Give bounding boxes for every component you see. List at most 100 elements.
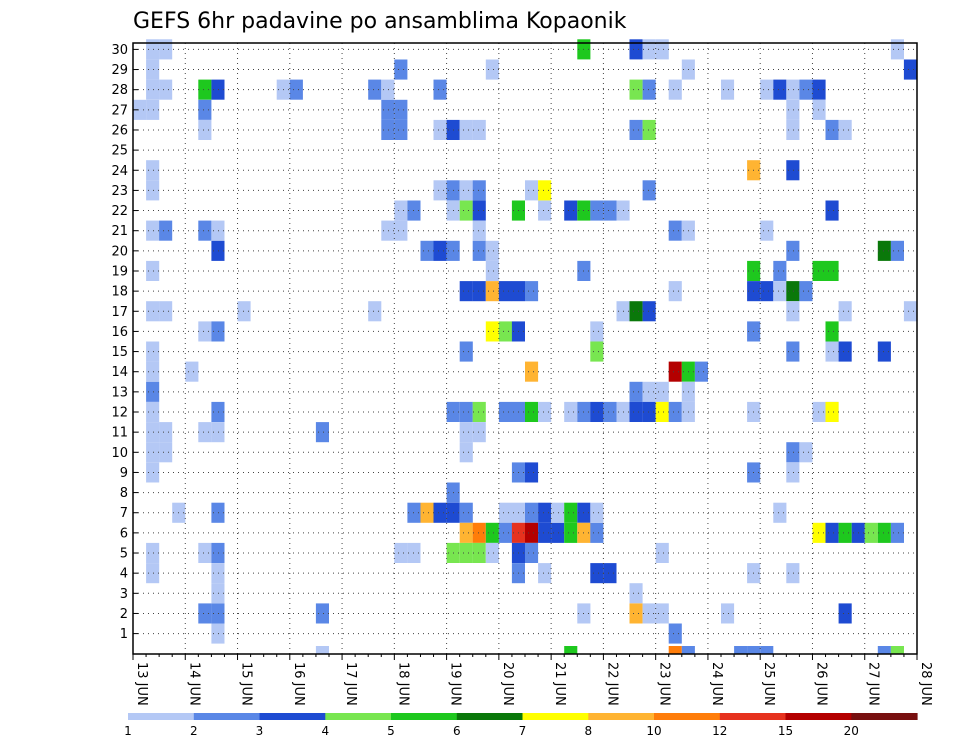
heatmap-cell [773, 502, 787, 523]
heatmap-cell [472, 522, 486, 543]
heatmap-cell [525, 401, 539, 422]
heatmap-cell [812, 260, 826, 281]
heatmap-cell [472, 180, 486, 201]
heatmap-cell [211, 502, 225, 523]
heatmap-cell [786, 442, 800, 463]
y-tick-label: 29 [111, 63, 128, 78]
heatmap-cell [459, 422, 473, 443]
grid-lines [133, 43, 917, 654]
heatmap-cell [472, 200, 486, 221]
y-tick-label: 28 [111, 83, 128, 98]
y-tick-label: 1 [120, 627, 128, 642]
heatmap-cell [890, 522, 904, 543]
colorbar-segment [522, 713, 589, 720]
heatmap-cell [786, 281, 800, 302]
heatmap-cell [668, 79, 682, 100]
colorbar-segment [851, 713, 918, 720]
heatmap-cell [629, 301, 643, 322]
heatmap-cell [629, 583, 643, 604]
heatmap-cell [185, 361, 199, 382]
heatmap-cell [472, 542, 486, 563]
colorbar-segment [654, 713, 721, 720]
colorbar-segment [588, 713, 655, 720]
y-tick-label: 4 [120, 567, 128, 582]
heatmap-cell [146, 220, 160, 241]
heatmap-cell [146, 361, 160, 382]
colorbar-label: 10 [646, 724, 661, 738]
heatmap-cell [211, 422, 225, 443]
y-tick-label: 9 [120, 466, 128, 481]
y-tick-label: 21 [111, 224, 128, 239]
heatmap-cell [459, 180, 473, 201]
heatmap-cell [198, 422, 212, 443]
heatmap-cell [786, 301, 800, 322]
heatmap-cell [655, 39, 669, 60]
heatmap-cell [498, 321, 512, 342]
heatmap-cell [538, 502, 552, 523]
heatmap-cell [590, 563, 604, 584]
heatmap-cell [146, 563, 160, 584]
heatmap-cell [198, 79, 212, 100]
heatmap-cell [786, 563, 800, 584]
colorbar-segment [785, 713, 852, 720]
heatmap-cell [773, 281, 787, 302]
heatmap-cell [198, 542, 212, 563]
heatmap-cell [825, 200, 839, 221]
heatmap-cell [211, 240, 225, 261]
heatmap-cell [564, 502, 578, 523]
x-tick-label: 22 JUN [604, 662, 619, 706]
heatmap-cell [368, 79, 382, 100]
y-tick-label: 10 [111, 446, 128, 461]
heatmap-cell [394, 119, 408, 140]
heatmap-cell [420, 502, 434, 523]
heatmap-cell [198, 220, 212, 241]
x-tick-label: 23 JUN [657, 662, 672, 706]
heatmap-cell [525, 361, 539, 382]
heatmap-cell [551, 502, 565, 523]
heatmap-cell [211, 321, 225, 342]
heatmap-cell [525, 502, 539, 523]
heatmap-cell [485, 542, 499, 563]
x-tick-label: 13 JUN [134, 662, 149, 706]
heatmap-cell [211, 623, 225, 644]
heatmap-cell [590, 502, 604, 523]
y-tick-label: 22 [111, 204, 128, 219]
heatmap-cell [760, 646, 774, 654]
heatmap-cell [459, 341, 473, 362]
y-tick-label: 11 [111, 426, 128, 441]
heatmap-cell [838, 522, 852, 543]
heatmap-cell [146, 99, 160, 120]
heatmap-cell [825, 341, 839, 362]
heatmap-cell [825, 522, 839, 543]
x-tick-label: 25 JUN [761, 662, 776, 706]
heatmap-cell [590, 522, 604, 543]
heatmap-cell [786, 119, 800, 140]
heatmap-cell [485, 240, 499, 261]
heatmap-cell [315, 422, 329, 443]
y-tick-label: 24 [111, 164, 128, 179]
x-tick-label: 14 JUN [186, 662, 201, 706]
colorbar-label: 5 [387, 724, 395, 738]
heatmap-cell [159, 39, 173, 60]
heatmap-cell [655, 542, 669, 563]
colorbar-label: 6 [453, 724, 461, 738]
colorbar-label: 1 [124, 724, 132, 738]
colorbar-segment [128, 713, 195, 720]
heatmap-cell [368, 301, 382, 322]
y-tick-label: 7 [120, 506, 128, 521]
heatmap-cell [877, 240, 891, 261]
heatmap-cell [433, 79, 447, 100]
heatmap-cell [146, 462, 160, 483]
heatmap-cell [877, 341, 891, 362]
heatmap-cell [433, 119, 447, 140]
x-axis-ticks: 13 JUN 14 JUN 15 JUN 16 JUN 17 JUN 18 JUN 19 J… [132, 654, 933, 706]
y-tick-label: 5 [120, 547, 128, 562]
heatmap-cell [459, 442, 473, 463]
heatmap-cell [629, 603, 643, 624]
heatmap-cell [146, 401, 160, 422]
heatmap-cell [812, 522, 826, 543]
heatmap-cell [603, 401, 617, 422]
heatmap-cell [642, 180, 656, 201]
heatmap-cell [146, 180, 160, 201]
heatmap-cell [590, 200, 604, 221]
